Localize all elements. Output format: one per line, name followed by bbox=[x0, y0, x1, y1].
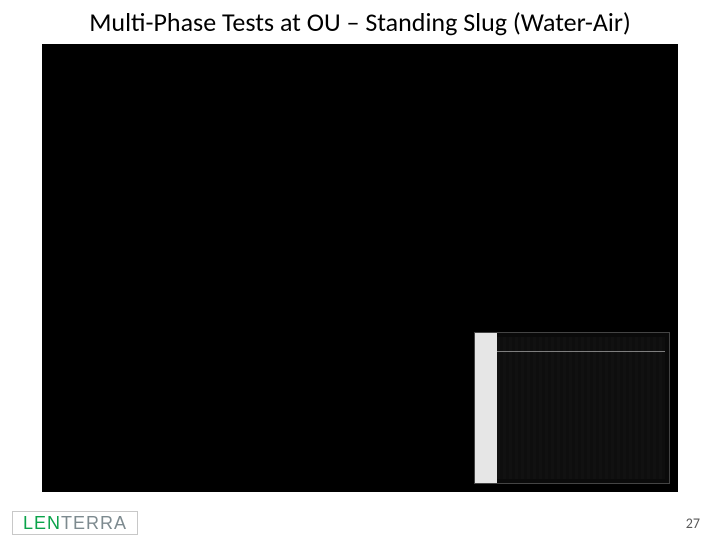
slide: Multi-Phase Tests at OU – Standing Slug … bbox=[0, 0, 720, 540]
inset-chart-trace bbox=[497, 351, 665, 352]
slide-title: Multi-Phase Tests at OU – Standing Slug … bbox=[0, 6, 720, 38]
logo-text-part2: TERRA bbox=[61, 513, 127, 534]
inset-chart bbox=[474, 332, 670, 484]
page-number: 27 bbox=[686, 515, 700, 532]
logo-text-part1: LEN bbox=[23, 513, 61, 534]
inset-chart-yaxis-strip bbox=[475, 333, 497, 483]
video-region bbox=[42, 44, 678, 492]
logo: LENTERRA bbox=[12, 511, 138, 535]
inset-chart-plot-area bbox=[497, 337, 665, 479]
